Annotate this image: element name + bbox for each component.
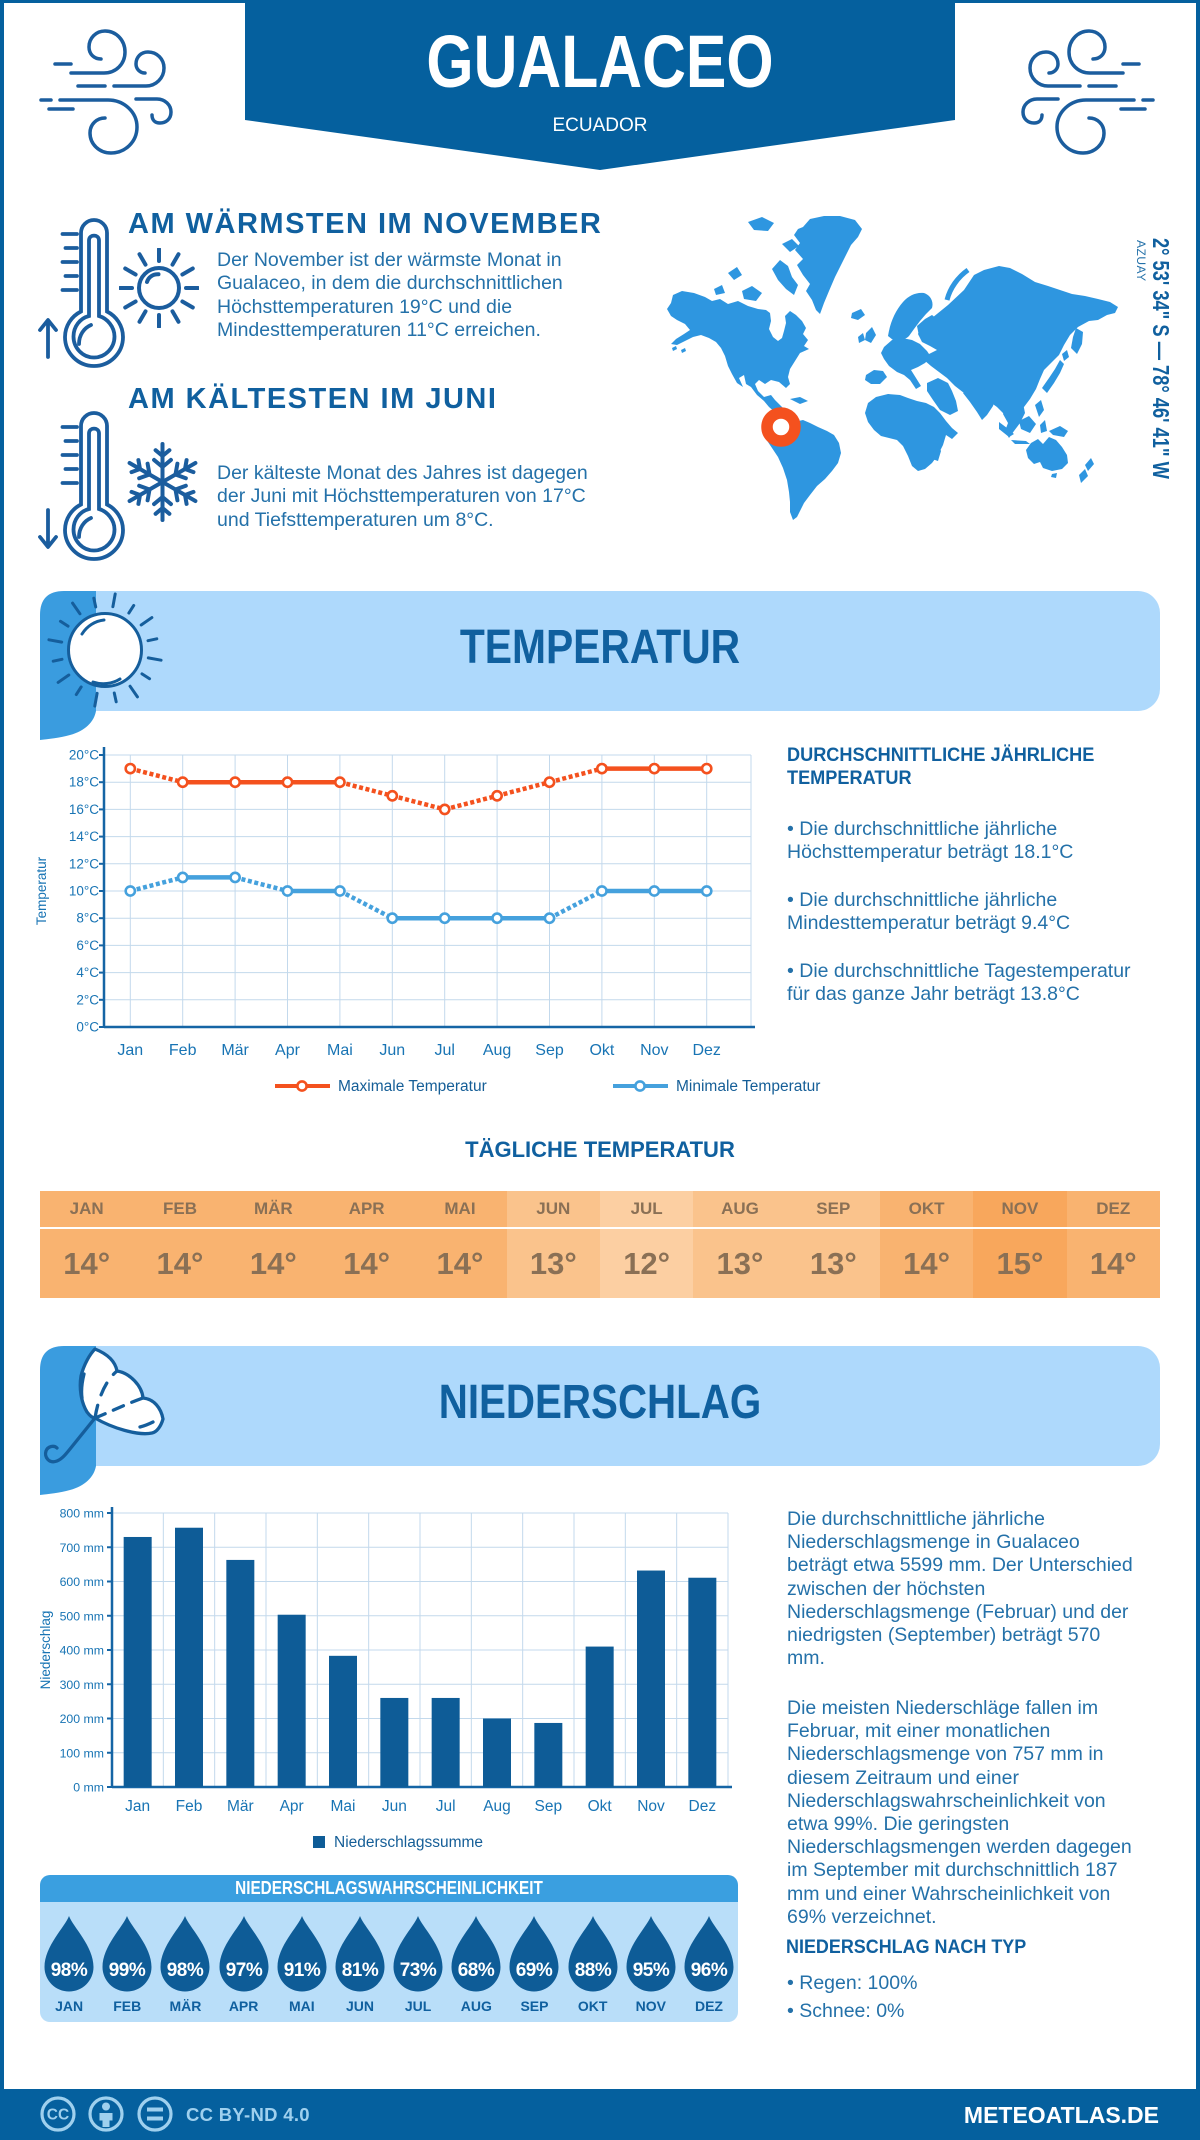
svg-text:91%: 91%: [284, 1960, 321, 1981]
svg-text:Sep: Sep: [535, 1798, 563, 1815]
svg-text:Maximale Temperatur: Maximale Temperatur: [338, 1078, 487, 1095]
svg-text:500 mm: 500 mm: [60, 1609, 104, 1623]
svg-text:73%: 73%: [400, 1960, 437, 1981]
svg-text:20°C: 20°C: [69, 748, 99, 763]
svg-text:Apr: Apr: [275, 1042, 301, 1059]
svg-text:6°C: 6°C: [76, 938, 99, 953]
svg-text:Jul: Jul: [436, 1798, 456, 1815]
svg-text:300 mm: 300 mm: [60, 1678, 104, 1692]
svg-text:Sep: Sep: [535, 1042, 564, 1059]
svg-text:Aug: Aug: [483, 1042, 511, 1059]
svg-text:Jun: Jun: [379, 1042, 405, 1059]
svg-text:Feb: Feb: [176, 1798, 203, 1815]
svg-text:98%: 98%: [167, 1960, 204, 1981]
svg-text:Okt: Okt: [589, 1042, 614, 1059]
svg-text:CC: CC: [47, 2107, 69, 2124]
svg-text:2°C: 2°C: [76, 992, 99, 1007]
svg-text:88%: 88%: [574, 1960, 611, 1981]
svg-text:Minimale Temperatur: Minimale Temperatur: [676, 1078, 820, 1095]
svg-text:700 mm: 700 mm: [60, 1541, 104, 1555]
svg-text:Mär: Mär: [227, 1798, 254, 1815]
svg-text:Temperatur: Temperatur: [36, 856, 49, 925]
svg-text:Nov: Nov: [637, 1798, 665, 1815]
svg-text:Nov: Nov: [640, 1042, 668, 1059]
svg-text:Jun: Jun: [382, 1798, 407, 1815]
svg-text:100 mm: 100 mm: [60, 1746, 104, 1760]
svg-text:0 mm: 0 mm: [73, 1781, 104, 1795]
svg-text:69%: 69%: [516, 1960, 553, 1981]
svg-text:99%: 99%: [109, 1960, 146, 1981]
svg-text:Jul: Jul: [434, 1042, 454, 1059]
svg-text:Niederschlagssumme: Niederschlagssumme: [334, 1834, 483, 1851]
svg-text:Feb: Feb: [169, 1042, 197, 1059]
svg-text:Mai: Mai: [327, 1042, 353, 1059]
svg-text:Niederschlag: Niederschlag: [38, 1611, 53, 1690]
svg-text:4°C: 4°C: [76, 965, 99, 980]
svg-text:400 mm: 400 mm: [60, 1644, 104, 1658]
svg-text:81%: 81%: [342, 1960, 379, 1981]
svg-text:8°C: 8°C: [76, 911, 99, 926]
svg-text:14°C: 14°C: [69, 829, 99, 844]
svg-text:12°C: 12°C: [69, 856, 99, 871]
svg-text:Dez: Dez: [692, 1042, 720, 1059]
svg-text:800 mm: 800 mm: [60, 1507, 104, 1521]
svg-text:68%: 68%: [458, 1960, 495, 1981]
svg-text:97%: 97%: [225, 1960, 262, 1981]
svg-text:0°C: 0°C: [76, 1020, 99, 1035]
svg-text:Mai: Mai: [331, 1798, 356, 1815]
svg-text:18°C: 18°C: [69, 775, 99, 790]
svg-text:Mär: Mär: [221, 1042, 249, 1059]
svg-text:10°C: 10°C: [69, 884, 99, 899]
svg-text:96%: 96%: [691, 1960, 728, 1981]
svg-text:Jan: Jan: [125, 1798, 150, 1815]
svg-text:Jan: Jan: [117, 1042, 143, 1059]
svg-text:16°C: 16°C: [69, 802, 99, 817]
svg-text:Okt: Okt: [588, 1798, 613, 1815]
svg-text:Apr: Apr: [280, 1798, 304, 1815]
svg-text:200 mm: 200 mm: [60, 1712, 104, 1726]
svg-text:98%: 98%: [51, 1960, 88, 1981]
svg-text:600 mm: 600 mm: [60, 1575, 104, 1589]
svg-text:Dez: Dez: [689, 1798, 717, 1815]
svg-text:95%: 95%: [633, 1960, 670, 1981]
svg-text:Aug: Aug: [483, 1798, 511, 1815]
